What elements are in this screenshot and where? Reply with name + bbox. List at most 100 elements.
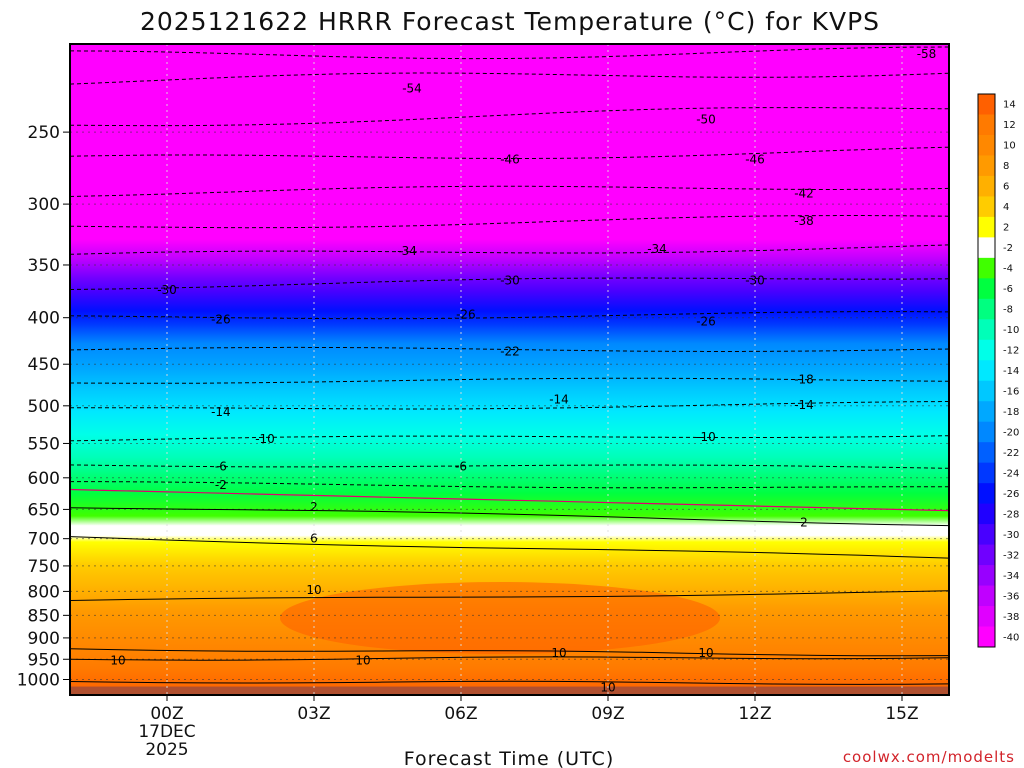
credit-text: coolwx.com/modelts <box>843 748 1015 766</box>
colorbar-label: 2 <box>1003 223 1009 234</box>
freezing-line <box>70 488 949 512</box>
x-axis-label: Forecast Time (UTC) <box>404 748 614 768</box>
colorbar-swatch <box>978 421 995 443</box>
isotherm-line <box>70 536 949 559</box>
colorbar-swatch <box>978 462 995 484</box>
contour-label: -6 <box>455 459 467 473</box>
colorbar-label: -38 <box>1003 612 1019 623</box>
colorbar-swatch <box>978 401 995 423</box>
isotherm-line-10 <box>70 656 949 661</box>
colorbar-label: -32 <box>1003 550 1019 561</box>
contour-label: -22 <box>500 345 520 359</box>
contour-lines <box>70 46 949 685</box>
colorbar-swatch <box>978 503 995 525</box>
contour-label: -30 <box>745 273 765 287</box>
colorbar-swatch <box>978 196 995 218</box>
x-tick-label: 09Z <box>591 704 624 724</box>
x-axis-ticks: 00Z 03Z 06Z 09Z 12Z 15Z <box>150 695 919 724</box>
y-tick-label: 650 <box>28 500 60 520</box>
colorbar-swatch <box>978 237 995 259</box>
colorbar-label: -10 <box>1003 325 1019 336</box>
y-tick-label: 550 <box>28 434 60 454</box>
colorbar-label: -30 <box>1003 530 1019 541</box>
x-date-label-year: 2025 <box>145 740 188 760</box>
colorbar-label: -16 <box>1003 386 1019 397</box>
colorbar-label: 8 <box>1003 161 1009 172</box>
y-tick-label: 250 <box>28 123 60 143</box>
contour-label: -26 <box>211 313 231 327</box>
surface-layer-band <box>70 686 949 695</box>
contour-label: -14 <box>794 398 814 412</box>
isotherm-line <box>70 590 949 601</box>
contour-label: 6 <box>310 532 318 546</box>
y-tick-label: 300 <box>28 195 60 215</box>
colorbar-label: 6 <box>1003 182 1009 193</box>
isotherm-line <box>70 507 949 527</box>
y-tick-label: 1000 <box>17 671 60 691</box>
contour-label: -30 <box>157 283 177 297</box>
gridlines <box>70 44 949 695</box>
contour-label: -14 <box>211 405 231 419</box>
colorbar-swatch <box>978 606 995 628</box>
colorbar-swatch <box>978 298 995 320</box>
y-tick-label: 500 <box>28 397 60 417</box>
contour-label: 10 <box>355 654 370 668</box>
colorbar-frame <box>977 93 996 648</box>
x-tick-label: 03Z <box>297 704 330 724</box>
contour-label: -30 <box>500 273 520 287</box>
contour-label: -34 <box>647 242 667 256</box>
colorbar-label: -36 <box>1003 591 1019 602</box>
colorbar-label: -14 <box>1003 366 1019 377</box>
colorbar-label: -28 <box>1003 509 1019 520</box>
chart-title: 2025121622 HRRR Forecast Temperature (°C… <box>140 7 880 36</box>
colorbar-swatch <box>978 216 995 238</box>
contour-label: -46 <box>745 153 765 167</box>
colorbar-label: -6 <box>1003 284 1013 295</box>
y-tick-label: 400 <box>28 309 60 329</box>
warm-core <box>280 582 720 654</box>
colorbar-swatch <box>978 278 995 300</box>
colorbar-label: -2 <box>1003 243 1013 254</box>
y-tick-label: 450 <box>28 355 60 375</box>
colorbar-swatch <box>978 544 995 566</box>
colorbar-swatch <box>978 483 995 505</box>
contour-label: -10 <box>255 432 275 446</box>
y-tick-label: 800 <box>28 582 60 602</box>
colorbar-label: -18 <box>1003 407 1019 418</box>
contour-label: -6 <box>215 459 227 473</box>
colorbar-swatch <box>978 155 995 177</box>
colorbar-swatch <box>978 442 995 464</box>
colorbar-swatch <box>978 114 995 136</box>
colorbar-swatch <box>978 585 995 607</box>
colorbar-label: 4 <box>1003 202 1009 213</box>
colorbar-swatch <box>978 626 995 648</box>
colorbar-label: -4 <box>1003 264 1013 275</box>
contour-label: 10 <box>600 680 615 694</box>
contour-label: 2 <box>310 500 318 514</box>
contour-label: -54 <box>402 82 422 96</box>
contour-label: -26 <box>456 308 476 322</box>
contour-label: -42 <box>794 186 814 200</box>
isotherm-line-10 <box>70 648 949 657</box>
colorbar-label: -26 <box>1003 489 1019 500</box>
contour-label: -34 <box>397 244 417 258</box>
x-tick-label: 12Z <box>738 704 771 724</box>
contour-label: -26 <box>696 315 716 329</box>
y-tick-label: 950 <box>28 650 60 670</box>
plot-area: -58-54-50-46 -46-42-38-34 -34-30-30 -30-26-… <box>70 44 949 695</box>
y-tick-label: 850 <box>28 606 60 626</box>
surface-layer <box>70 686 949 695</box>
contour-label: -50 <box>696 112 716 126</box>
colorbar-swatch <box>978 360 995 382</box>
colorbar-swatch <box>978 380 995 402</box>
colorbar-swatch <box>978 339 995 361</box>
y-tick-label: 700 <box>28 530 60 550</box>
contour-labels: -58-54-50-46 -46-42-38-34 -34-30-30 -30-26-… <box>110 47 936 695</box>
contour-label: 10 <box>551 646 566 660</box>
colorbar-swatch <box>978 524 995 546</box>
colorbar-swatch <box>978 565 995 587</box>
y-tick-label: 750 <box>28 557 60 577</box>
y-tick-label: 350 <box>28 256 60 276</box>
contour-label: -10 <box>696 430 716 444</box>
colorbar-label: -40 <box>1003 632 1019 643</box>
